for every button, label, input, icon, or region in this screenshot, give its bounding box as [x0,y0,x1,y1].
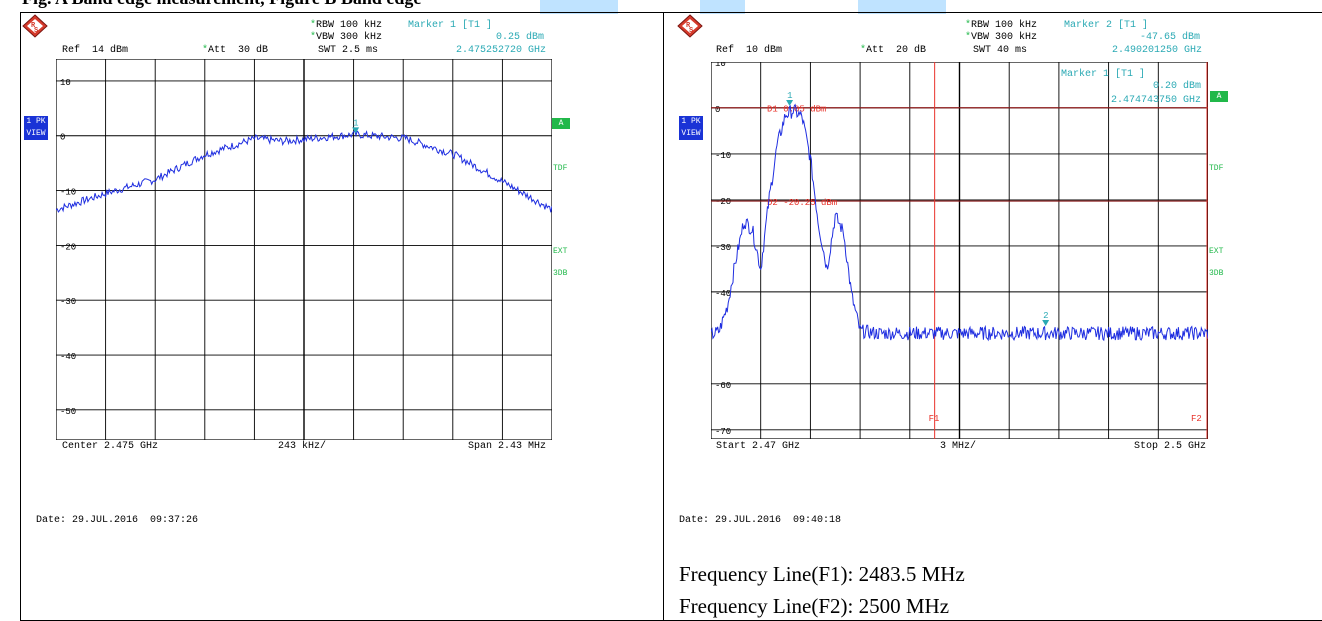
left-vbw: VBW 300 kHz [316,32,383,43]
svg-text:S: S [689,27,693,35]
y-tick-label: -20 [60,242,76,252]
right-footer-start: Start 2.47 GHz [716,441,801,452]
marker-triangle [1042,320,1050,327]
left-swt: SWT 2.5 ms [318,45,379,56]
marker-label: 2 [1043,311,1048,321]
left-marker-level: 0.25 dBm [496,32,545,43]
left-footer-span: Span 2.43 MHz [467,441,546,452]
left-marker-freq: 2.475252720 GHz [455,45,546,56]
frequency-line-label: F2 [1191,414,1202,424]
inner-marker-level: 0.20 dBm [1153,80,1201,92]
y-tick-label: -10 [60,188,76,198]
page-title-cropped: Fig. A Band edge measurement, Figure B B… [22,0,1322,10]
svg-text:R: R [686,22,691,30]
right-marker-freq: 2.490201250 GHz [1111,45,1202,56]
y-tick-label: 0 [60,133,65,143]
right-marker-level: -47.65 dBm [1139,32,1200,43]
y-tick-label: 10 [715,62,726,69]
y-tick-label: -50 [60,407,76,417]
left-tdf-label: TDF [553,164,568,173]
left-ref: Ref 14 dBm [62,45,129,56]
left-pk-label: 1 PK [26,117,46,126]
right-pk-label: 1 PK [681,117,701,126]
left-footer-div: 243 kHz/ [278,441,327,452]
right-tdf-label: TDF [1209,164,1224,173]
right-ref: Ref 10 dBm [716,45,783,56]
svg-text:R: R [31,22,36,30]
y-tick-label: -10 [715,151,731,161]
page-title: Fig. A Band edge measurement, Figure B B… [22,0,421,9]
right-trace-badge: 1 PK VIEW [679,116,703,140]
right-date: Date: 29.JUL.2016 09:40:18 [679,515,842,526]
y-tick-label: -70 [715,427,731,437]
rs-logo-icon: R S [677,14,703,38]
right-trace-line [711,103,1208,342]
y-tick-label: 0 [715,105,720,115]
left-view-label: VIEW [26,129,46,138]
left-3db-label: 3DB [553,269,568,278]
left-att: Att 30 dB [208,45,269,56]
note-f1: Frequency Line(F1): 2483.5 MHz [679,562,965,586]
right-att: Att 20 dB [866,45,927,56]
rs-logo-icon: R S [22,14,48,38]
y-tick-label: -60 [715,381,731,391]
highlight-block [858,0,946,14]
right-footer-stop: Stop 2.5 GHz [1133,441,1206,452]
svg-text:S: S [34,27,38,35]
right-rbw: RBW 100 kHz [971,20,1038,31]
left-footer-center: Center 2.475 GHz [62,441,159,452]
right-footer-div: 3 MHz/ [940,441,977,452]
highlight-block [700,0,745,14]
marker-label: 1 [787,91,792,101]
right-3db-label: 3DB [1209,269,1224,278]
highlight-block [540,0,618,14]
y-tick-label: -30 [715,243,731,253]
y-tick-label: -30 [60,297,76,307]
left-date: Date: 29.JUL.2016 09:37:26 [36,515,199,526]
y-tick-label: 10 [60,78,71,88]
left-trace-badge: 1 PK VIEW [24,116,48,140]
left-trace-line [56,130,552,213]
right-marker-label: Marker 2 [T1 ] [1064,20,1149,31]
inner-marker-freq: 2.474743750 GHz [1111,95,1201,106]
left-spectrum-chart: 10 0 -10 -20 -30 -40 -50 1 [56,59,552,440]
right-ext-label: EXT [1209,247,1224,256]
y-tick-label: -40 [60,352,76,362]
marker-triangle [786,100,794,107]
note-f2: Frequency Line(F2): 2500 MHz [679,594,950,618]
marker-triangle [352,127,360,134]
left-marker-label: Marker 1 [T1 ] [408,20,493,31]
left-ext-label: EXT [553,247,568,256]
right-view-label: VIEW [681,129,701,138]
left-a-badge: A [552,118,570,129]
y-tick-label: -20 [715,197,731,207]
inner-marker-label: Marker 1 [T1 ] [1061,68,1145,80]
right-a-badge: A [1210,91,1228,102]
y-tick-label: -40 [715,289,731,299]
marker-label: 1 [353,118,358,128]
right-swt: SWT 40 ms [973,45,1028,56]
display-line-label: D2 -20.25 dBm [767,198,837,208]
left-rbw: RBW 100 kHz [316,20,383,31]
frequency-line-label: F1 [929,414,940,424]
right-vbw: VBW 300 kHz [971,32,1038,43]
